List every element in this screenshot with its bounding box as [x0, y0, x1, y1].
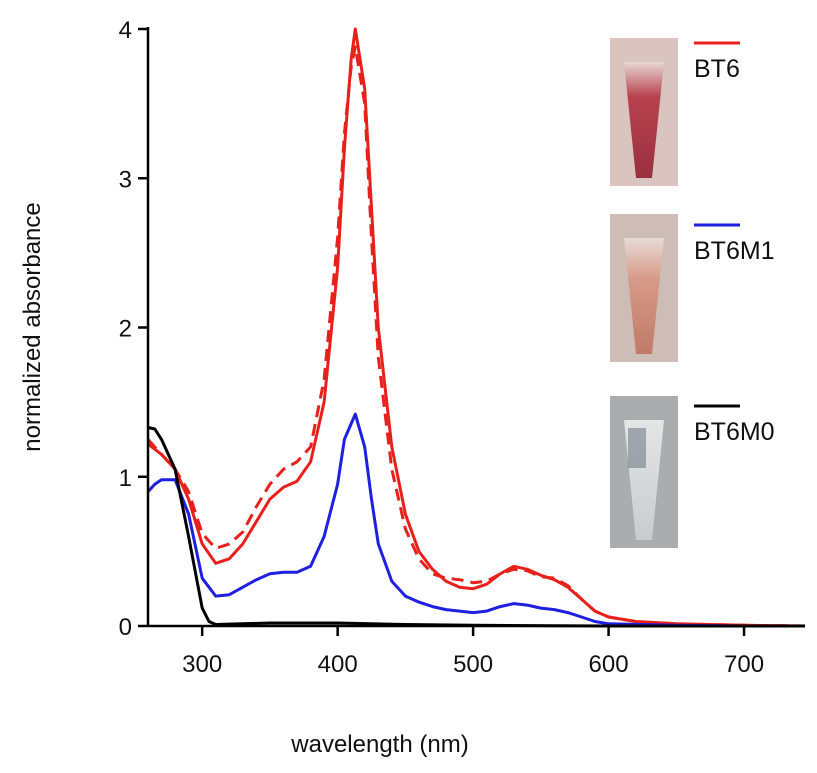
x-tick-label: 500 [453, 651, 493, 678]
sample-photo [610, 38, 678, 548]
y-tick-label: 0 [119, 614, 132, 641]
x-tick-label: 400 [318, 651, 358, 678]
y-tick-label: 4 [119, 17, 132, 44]
data-line [147, 426, 805, 628]
data-line [146, 412, 805, 628]
x-axis-label: wavelength (nm) [290, 731, 468, 758]
legend-label: BT6M1 [694, 237, 775, 265]
y-tick-label: 1 [119, 465, 132, 492]
x-tick-label: 300 [182, 651, 222, 678]
legend-label: BT6M0 [694, 418, 775, 446]
x-tick-label: 700 [724, 651, 764, 678]
legend-label: BT6 [694, 55, 740, 83]
data-line [147, 27, 806, 628]
y-tick-label: 3 [119, 166, 132, 193]
data-line [146, 45, 806, 628]
y-axis-label: normalized absorbance [19, 202, 46, 451]
y-tick-label: 2 [119, 316, 132, 343]
x-tick-label: 600 [589, 651, 629, 678]
